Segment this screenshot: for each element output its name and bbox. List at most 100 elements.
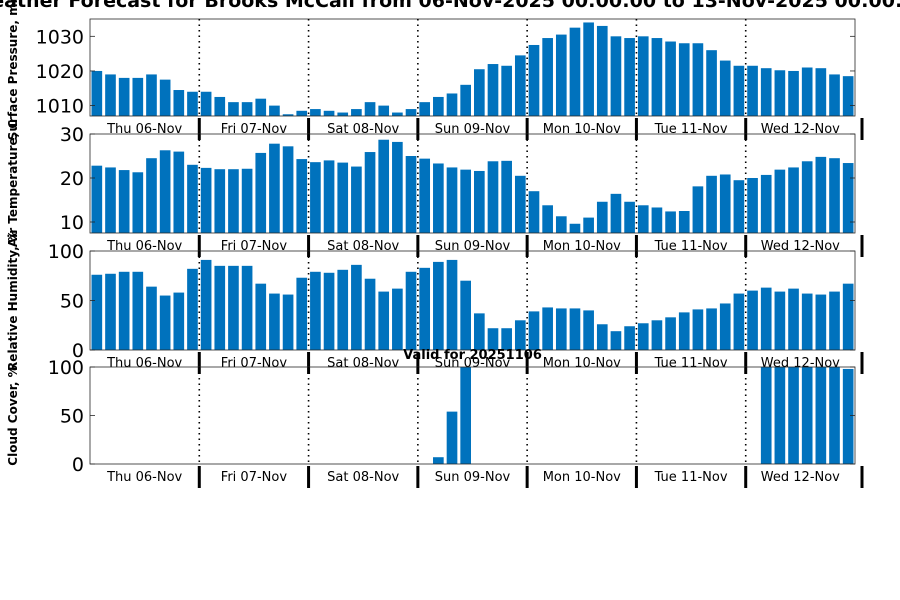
bar: [351, 166, 362, 233]
bar: [378, 139, 390, 233]
bar: [829, 291, 840, 350]
bar: [747, 290, 758, 350]
day-label: Mon 10-Nov: [543, 239, 621, 254]
panel-2: 10 20 30 Thu 06-Nov Fri 07-Nov Sat 08-Nov Sun …: [6, 120, 864, 257]
bar: [829, 367, 840, 464]
bar: [132, 172, 144, 233]
bar: [337, 269, 349, 350]
bar: [596, 324, 608, 350]
day-label: Thu 06-Nov: [106, 239, 182, 254]
panel-1: 1010 1020 1030 Thu 06-Nov Fri 07-Nov Sat 08-N…: [6, 0, 864, 140]
bar: [706, 308, 717, 350]
y-tick-label: 1020: [36, 61, 84, 83]
bar: [624, 38, 635, 116]
bar: [829, 74, 840, 116]
bar: [624, 326, 635, 350]
bar: [583, 217, 594, 233]
bar: [842, 368, 854, 464]
bar: [269, 105, 280, 116]
bar: [446, 93, 458, 116]
bar: [501, 160, 512, 233]
bar: [706, 175, 717, 233]
bar: [788, 167, 799, 233]
day-label: Mon 10-Nov: [543, 470, 621, 485]
bar: [159, 150, 171, 233]
bar: [132, 77, 144, 116]
panel-subtitle: Valid for 20251106: [403, 348, 542, 363]
bar: [747, 178, 758, 233]
bar: [474, 313, 485, 350]
bar: [514, 175, 526, 233]
bar: [706, 50, 717, 116]
y-tick-label: 1010: [36, 96, 84, 118]
y-tick-label: 20: [60, 168, 84, 190]
bar: [815, 294, 827, 350]
bar: [323, 110, 335, 116]
bar: [310, 109, 321, 116]
bar: [214, 96, 226, 116]
bar: [788, 367, 799, 464]
bar: [733, 65, 745, 116]
bar: [91, 70, 103, 116]
day-label: Sun 09-Nov: [435, 470, 511, 485]
day-label: Sun 09-Nov: [435, 122, 511, 137]
y-tick-label: 1030: [36, 26, 84, 48]
bar: [719, 303, 731, 350]
plot-frame: [89, 366, 856, 465]
plot-frame: [89, 18, 856, 117]
bar: [760, 287, 772, 350]
y-tick-label: 100: [48, 241, 84, 263]
y-tick-label: 50: [60, 406, 84, 428]
bar: [528, 311, 540, 350]
bar: [760, 367, 772, 464]
bar: [842, 76, 854, 116]
bar: [569, 308, 581, 350]
bar: [542, 38, 553, 116]
day-label: Tue 11-Nov: [654, 470, 728, 485]
day-label: Fri 07-Nov: [221, 470, 288, 485]
bar: [665, 317, 676, 350]
bar: [460, 280, 471, 350]
bar: [282, 294, 294, 350]
bar: [433, 96, 444, 116]
bar: [460, 84, 471, 116]
y-tick-label: 0: [72, 454, 84, 476]
day-label: Wed 12-Nov: [761, 239, 840, 254]
bar: [610, 36, 622, 116]
bar: [310, 162, 321, 233]
bar: [733, 180, 745, 233]
bar: [788, 288, 799, 350]
day-label: Wed 12-Nov: [761, 356, 840, 371]
bar: [487, 64, 499, 116]
bar: [364, 152, 376, 233]
y-axis-label: Relative Humidity, %: [6, 230, 20, 371]
bar: [760, 174, 772, 233]
bar: [583, 310, 594, 350]
bar: [187, 91, 198, 116]
bar: [842, 163, 854, 233]
bar: [760, 68, 772, 116]
bar: [747, 65, 758, 116]
bar: [542, 307, 553, 350]
day-label: Sat 08-Nov: [327, 470, 399, 485]
bar: [501, 328, 512, 350]
bar: [105, 273, 116, 350]
bar: [310, 271, 321, 350]
bar: [528, 44, 540, 117]
bar: [105, 74, 116, 116]
bar: [173, 292, 185, 350]
y-axis-label: Cloud Cover, %: [6, 365, 20, 465]
bar: [555, 34, 567, 117]
bar: [555, 308, 567, 350]
bar: [815, 156, 827, 233]
day-label: Tue 11-Nov: [654, 356, 728, 371]
bar: [501, 65, 512, 116]
bar: [528, 191, 540, 233]
y-tick-label: 0: [72, 340, 84, 362]
bar: [392, 112, 403, 116]
bar: [118, 77, 130, 116]
bar: [255, 283, 267, 350]
bar: [146, 158, 157, 233]
y-tick-label: 100: [48, 357, 84, 379]
